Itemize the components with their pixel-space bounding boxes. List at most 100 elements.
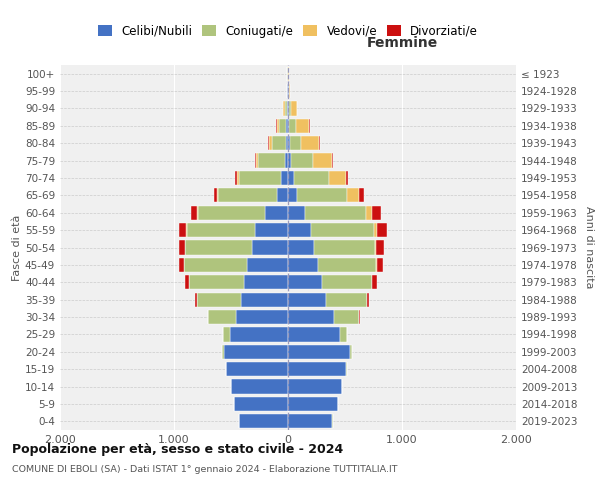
Bar: [289, 118, 296, 133]
Bar: [254, 154, 256, 168]
Legend: Celibi/Nubili, Coniugati/e, Vedovi/e, Divorziati/e: Celibi/Nubili, Coniugati/e, Vedovi/e, Di…: [93, 20, 483, 42]
Bar: [288, 171, 294, 185]
Bar: [288, 258, 318, 272]
Bar: [314, 240, 374, 254]
Text: COMUNE DI EBOLI (SA) - Dati ISTAT 1° gennaio 2024 - Elaborazione TUTTITALIA.IT: COMUNE DI EBOLI (SA) - Dati ISTAT 1° gen…: [12, 466, 398, 474]
Bar: [288, 223, 311, 237]
Bar: [280, 118, 286, 133]
Bar: [179, 223, 186, 237]
Bar: [287, 102, 288, 116]
Bar: [347, 188, 359, 202]
Bar: [244, 275, 288, 289]
Bar: [359, 310, 360, 324]
Bar: [236, 171, 239, 185]
Bar: [288, 344, 350, 359]
Bar: [329, 171, 346, 185]
Bar: [208, 310, 236, 324]
Bar: [198, 206, 265, 220]
Bar: [288, 380, 341, 394]
Bar: [291, 154, 313, 168]
Bar: [272, 136, 286, 150]
Bar: [226, 362, 288, 376]
Bar: [367, 292, 369, 307]
Bar: [277, 118, 280, 133]
Bar: [265, 206, 288, 220]
Bar: [288, 136, 290, 150]
Text: Femmine: Femmine: [367, 36, 437, 51]
Text: Popolazione per età, sesso e stato civile - 2024: Popolazione per età, sesso e stato civil…: [12, 442, 343, 456]
Bar: [255, 223, 288, 237]
Bar: [288, 328, 340, 342]
Bar: [288, 275, 322, 289]
Bar: [247, 258, 288, 272]
Bar: [346, 171, 348, 185]
Bar: [288, 292, 326, 307]
Bar: [214, 188, 217, 202]
Bar: [259, 154, 284, 168]
Bar: [377, 258, 383, 272]
Bar: [374, 240, 376, 254]
Bar: [289, 102, 290, 116]
Bar: [296, 118, 310, 133]
Bar: [187, 223, 255, 237]
Bar: [277, 188, 288, 202]
Bar: [286, 118, 288, 133]
Y-axis label: Fasce di età: Fasce di età: [12, 214, 22, 280]
Bar: [239, 414, 288, 428]
Bar: [241, 292, 288, 307]
Bar: [185, 240, 251, 254]
Bar: [231, 380, 288, 394]
Bar: [322, 275, 372, 289]
Bar: [179, 240, 185, 254]
Bar: [373, 206, 380, 220]
Bar: [376, 258, 377, 272]
Bar: [222, 344, 224, 359]
Bar: [332, 154, 333, 168]
Bar: [284, 154, 288, 168]
Bar: [313, 154, 332, 168]
Bar: [217, 188, 218, 202]
Bar: [256, 154, 259, 168]
Y-axis label: Anni di nascita: Anni di nascita: [584, 206, 594, 289]
Bar: [189, 275, 244, 289]
Bar: [359, 188, 364, 202]
Bar: [223, 328, 230, 342]
Bar: [235, 397, 288, 411]
Bar: [286, 136, 288, 150]
Bar: [218, 188, 277, 202]
Bar: [297, 188, 347, 202]
Bar: [230, 328, 288, 342]
Bar: [288, 118, 289, 133]
Bar: [350, 344, 352, 359]
Bar: [239, 171, 281, 185]
Bar: [251, 240, 288, 254]
Bar: [288, 154, 291, 168]
Bar: [288, 310, 334, 324]
Bar: [290, 136, 301, 150]
Bar: [288, 397, 338, 411]
Bar: [184, 258, 247, 272]
Bar: [235, 171, 236, 185]
Bar: [301, 136, 319, 150]
Bar: [374, 223, 377, 237]
Bar: [334, 310, 359, 324]
Bar: [236, 310, 288, 324]
Bar: [372, 275, 377, 289]
Bar: [288, 102, 289, 116]
Bar: [197, 292, 241, 307]
Bar: [340, 328, 347, 342]
Bar: [179, 258, 184, 272]
Bar: [196, 292, 197, 307]
Bar: [281, 171, 288, 185]
Bar: [365, 206, 373, 220]
Bar: [288, 206, 305, 220]
Bar: [185, 275, 189, 289]
Bar: [294, 171, 329, 185]
Bar: [318, 258, 376, 272]
Bar: [269, 136, 272, 150]
Bar: [290, 102, 297, 116]
Bar: [377, 223, 386, 237]
Bar: [288, 414, 332, 428]
Bar: [283, 102, 284, 116]
Bar: [191, 206, 197, 220]
